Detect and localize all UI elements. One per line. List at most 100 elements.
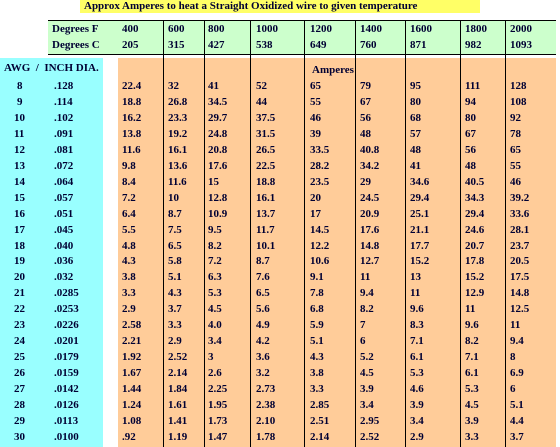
amps: 5.2 xyxy=(360,351,374,364)
amps: 9.4 xyxy=(510,335,524,348)
amps: 20.7 xyxy=(465,239,485,252)
amps: .92 xyxy=(122,430,136,443)
amps: 6.9 xyxy=(510,367,524,380)
degrees-f: 600 xyxy=(168,23,185,35)
amps: 22.5 xyxy=(256,159,276,172)
amps: 1.92 xyxy=(122,351,142,364)
amps: 37.5 xyxy=(256,111,276,124)
amps: 34.6 xyxy=(410,175,430,188)
amps: 34.3 xyxy=(465,191,485,204)
amps: 1.61 xyxy=(168,399,188,411)
amps: 20 xyxy=(310,191,321,204)
awg: 24 xyxy=(14,335,25,348)
amps: 48 xyxy=(360,127,371,140)
amps: 2.10 xyxy=(256,414,276,427)
degrees-c: 1093 xyxy=(510,39,532,51)
amps: 12.9 xyxy=(465,287,485,300)
amps: 1.41 xyxy=(168,414,188,427)
amps: 4.5 xyxy=(208,303,222,316)
amps: 9.1 xyxy=(310,271,324,284)
degrees-c: 315 xyxy=(168,39,185,51)
amps: 12.5 xyxy=(510,303,530,316)
amps: 52 xyxy=(256,80,267,92)
amps: 4.5 xyxy=(465,399,479,411)
amps: 3.7 xyxy=(168,303,182,316)
amps: 31.5 xyxy=(256,127,276,140)
amps: 10 xyxy=(168,191,179,204)
amps: 46 xyxy=(310,111,321,124)
amperes-label: Amperes xyxy=(312,64,354,76)
amps: 1.47 xyxy=(208,430,228,443)
amps: 25.1 xyxy=(410,207,430,220)
awg: 21 xyxy=(14,287,25,300)
amps: 17.5 xyxy=(510,271,530,284)
amps: 128 xyxy=(510,80,527,92)
degrees-f: 2000 xyxy=(510,23,532,35)
amps: 3.8 xyxy=(310,367,324,380)
amps: 17.6 xyxy=(360,223,380,236)
amps: 111 xyxy=(465,80,481,92)
degrees-f: 1000 xyxy=(256,23,278,35)
amps: 5.9 xyxy=(310,319,324,332)
amps: 9.6 xyxy=(410,303,424,316)
amps: 28.1 xyxy=(510,223,530,236)
amps: 29.7 xyxy=(208,111,228,124)
amps: 9.4 xyxy=(360,287,374,300)
degrees-f: 1800 xyxy=(465,23,487,35)
amps: 32 xyxy=(168,80,179,92)
amps: 14.8 xyxy=(360,239,380,252)
awg: 13 xyxy=(14,159,25,172)
amps: 2.9 xyxy=(410,430,424,443)
awg: 15 xyxy=(14,191,25,204)
amps: 7.1 xyxy=(465,351,479,364)
amps: 4.5 xyxy=(360,367,374,380)
amps: 3.2 xyxy=(256,367,270,380)
amps: 33.5 xyxy=(310,143,330,156)
amps: 4.9 xyxy=(256,319,270,332)
amps: 5.1 xyxy=(310,335,324,348)
dia: .102 xyxy=(54,111,74,124)
amps: 33.6 xyxy=(510,207,530,220)
amps: 20.5 xyxy=(510,255,530,268)
amps: 6.5 xyxy=(256,287,270,300)
amps: 14.5 xyxy=(310,223,330,236)
column-rule xyxy=(250,20,251,447)
dia: .091 xyxy=(54,127,74,140)
amps: 1.24 xyxy=(122,399,142,411)
column-rule xyxy=(460,20,461,447)
dia: .0113 xyxy=(54,414,79,427)
awg: 23 xyxy=(14,319,25,332)
amps: 41 xyxy=(410,159,421,172)
amps: 6.1 xyxy=(465,367,479,380)
amps-band xyxy=(118,58,556,447)
amps: 78 xyxy=(510,127,521,140)
amps: 2.21 xyxy=(122,335,142,348)
degrees-f: 1600 xyxy=(410,23,432,35)
dia: .0179 xyxy=(54,351,79,364)
column-rule xyxy=(304,20,305,447)
awg: 25 xyxy=(14,351,25,364)
amps: 13 xyxy=(410,271,421,284)
amps: 23.5 xyxy=(310,175,330,188)
amps: 2.95 xyxy=(360,414,380,427)
amps: 12.2 xyxy=(310,239,330,252)
amps: 2.25 xyxy=(208,383,228,396)
amps: 8.4 xyxy=(122,175,136,188)
awg: 29 xyxy=(14,414,25,427)
amps: 6.1 xyxy=(410,351,424,364)
amps: 67 xyxy=(360,95,371,108)
amps: 6.8 xyxy=(310,303,324,316)
amps: 68 xyxy=(410,111,421,124)
amps: 95 xyxy=(410,80,421,92)
amps: 11 xyxy=(410,287,421,300)
dia: .0201 xyxy=(54,335,79,348)
amps: 20.9 xyxy=(360,207,380,220)
amps: 40.8 xyxy=(360,143,380,156)
degrees-f-label: Degrees F xyxy=(52,23,99,35)
amps: 6.5 xyxy=(168,239,182,252)
amps: 4.8 xyxy=(122,239,136,252)
amps: 15.2 xyxy=(465,271,485,284)
amps: 56 xyxy=(360,111,371,124)
dia: .0126 xyxy=(54,399,79,411)
degrees-c: 427 xyxy=(208,39,225,51)
